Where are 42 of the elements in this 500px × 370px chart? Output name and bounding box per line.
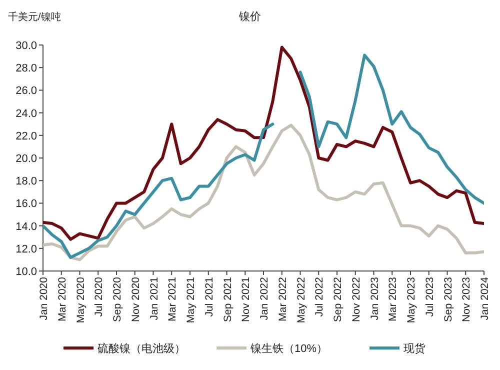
x-tick-label: Jul 2022: [314, 276, 326, 317]
x-tick-label: May 2020: [74, 276, 87, 324]
x-tick-label: Jul 2023: [424, 276, 436, 317]
y-tick-label: 28.0: [16, 62, 37, 75]
x-tick-label: Nov 2022: [350, 276, 362, 322]
x-tick-label: Mar 2023: [387, 276, 400, 322]
y-tick-label: 26.0: [16, 85, 37, 98]
y-tick-label: 18.0: [16, 176, 37, 188]
x-tick-label: Mar 2020: [56, 276, 68, 322]
y-axis-title: 千美元/镍吨: [8, 11, 61, 23]
x-tick-label: May 2021: [185, 276, 197, 324]
y-tick-label: 16.0: [16, 198, 37, 210]
x-tick-label: Sep 2022: [332, 276, 344, 322]
y-tick-label: 20.0: [16, 153, 37, 165]
x-tick-label: Jan 2022: [258, 276, 270, 320]
legend-label: 镍生铁（10%）: [250, 342, 328, 355]
x-tick-label: Jan 2020: [38, 276, 50, 320]
legend-label: 现货: [404, 343, 426, 355]
line-series: [43, 124, 484, 262]
x-tick-label: Jul 2021: [203, 276, 216, 317]
y-tick-label: 14.0: [16, 220, 37, 233]
x-tick-label: Nov 2021: [240, 276, 252, 322]
x-tick-label: Nov 2023: [460, 276, 473, 322]
x-tick-label: Mar 2021: [166, 276, 179, 322]
chart-title: 镍价: [238, 11, 261, 23]
x-tick-label: Mar 2022: [276, 276, 289, 322]
x-tick-label: Jul 2020: [93, 276, 106, 317]
y-tick-label: 12.0: [16, 243, 37, 256]
x-tick-label: May 2023: [406, 276, 418, 324]
x-tick-label: Jan 2023: [368, 276, 381, 320]
y-tick-label: 22.0: [16, 130, 37, 142]
y-tick-label: 30.0: [16, 40, 37, 52]
x-tick-label: May 2022: [295, 276, 308, 324]
x-tick-label: Jan 2021: [148, 276, 160, 320]
legend-label: 硫酸镍（电池级）: [98, 342, 186, 355]
x-tick-label: Sep 2023: [442, 276, 454, 322]
x-tick-label: Sep 2020: [112, 276, 124, 322]
x-tick-label: Sep 2021: [222, 276, 234, 322]
x-tick-label: Jan 2024: [479, 276, 491, 320]
y-tick-label: 24.0: [16, 108, 37, 120]
y-tick-label: 10.0: [16, 266, 37, 278]
x-tick-label: Nov 2020: [130, 276, 142, 322]
